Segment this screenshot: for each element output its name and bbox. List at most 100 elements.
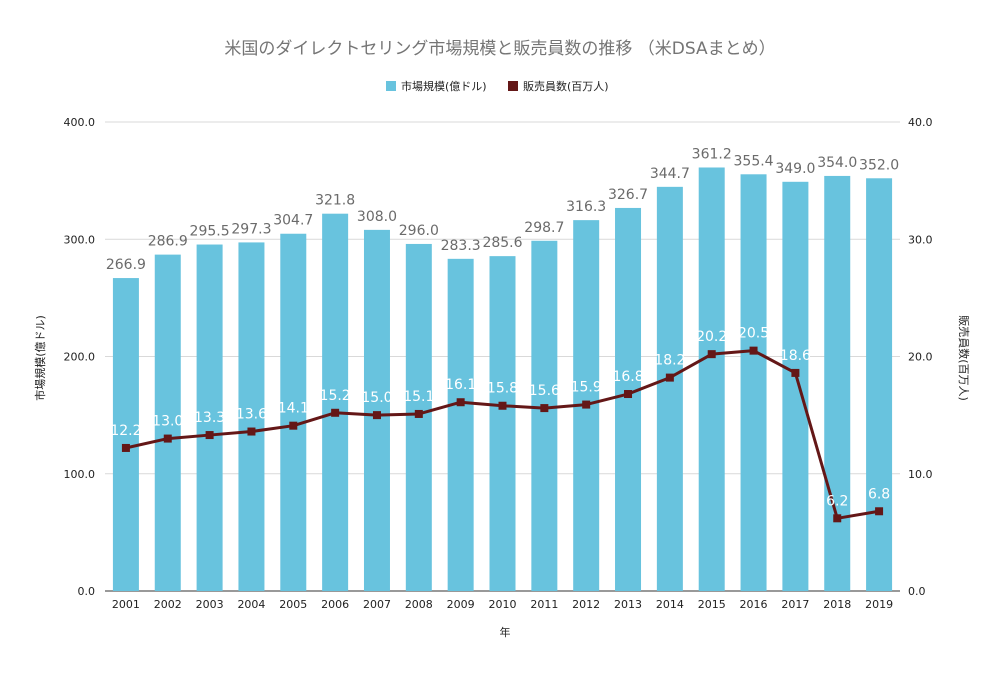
right-axis-title: 販売員数(百万人) [957, 315, 970, 401]
x-tick-label: 2014 [656, 598, 684, 611]
x-tick-label: 2005 [279, 598, 307, 611]
bar [866, 178, 893, 591]
bars [112, 167, 893, 592]
bar [489, 256, 516, 591]
x-tick-label: 2018 [823, 598, 851, 611]
line-data-label: 15.9 [571, 380, 602, 396]
line-data-label: 18.2 [654, 353, 685, 369]
line-data-label: 16.1 [445, 377, 476, 393]
legend-label-salesforce: 販売員数(百万人) [523, 80, 609, 93]
bar-data-label: 296.0 [399, 223, 439, 239]
line-data-label: 14.1 [278, 401, 309, 417]
left-tick-label: 400.0 [64, 116, 96, 129]
left-axis-ticks: 0.0 100.0 200.0 300.0 400.0 [64, 116, 96, 598]
line-data-label: 15.6 [529, 383, 560, 399]
x-tick-label: 2006 [321, 598, 349, 611]
bar-data-label: 266.9 [106, 257, 146, 273]
bar [531, 240, 558, 592]
bar [447, 258, 474, 591]
left-tick-label: 200.0 [64, 351, 96, 364]
line-point [749, 346, 758, 355]
bar-data-label: 286.9 [148, 234, 188, 250]
legend-label-market: 市場規模(億ドル) [401, 79, 487, 93]
line-data-label: 15.1 [403, 389, 434, 405]
line-point [624, 390, 633, 399]
legend-swatch-market [386, 81, 396, 91]
line-data-label: 18.6 [780, 348, 811, 364]
bar [363, 229, 390, 591]
bar-data-label: 361.2 [692, 146, 732, 162]
right-tick-label: 10.0 [908, 468, 933, 481]
x-tick-label: 2017 [781, 598, 809, 611]
right-tick-label: 40.0 [908, 116, 933, 129]
bar [238, 242, 265, 591]
x-axis-title: 年 [500, 625, 511, 639]
line-data-label: 6.8 [868, 486, 890, 502]
x-tick-label: 2008 [405, 598, 433, 611]
left-axis-title: 市場規模(億ドル) [33, 315, 47, 401]
line-point [331, 408, 340, 417]
x-tick-label: 2011 [530, 598, 558, 611]
bar [656, 186, 683, 592]
x-tick-label: 2009 [447, 598, 475, 611]
x-tick-label: 2003 [196, 598, 224, 611]
bar [698, 167, 725, 592]
bar-data-label: 352.0 [859, 157, 899, 173]
line-data-label: 12.2 [110, 423, 141, 439]
left-tick-label: 100.0 [64, 468, 96, 481]
x-tick-label: 2013 [614, 598, 642, 611]
line-point [540, 404, 549, 413]
bar-data-label: 326.7 [608, 187, 648, 203]
bar [615, 207, 642, 591]
line-point [247, 427, 256, 436]
line-point [498, 401, 507, 410]
bar-data-label: 355.4 [734, 153, 774, 169]
x-tick-label: 2019 [865, 598, 893, 611]
legend-swatch-salesforce [508, 81, 518, 91]
bar [196, 244, 223, 591]
bar-data-label: 321.8 [315, 193, 355, 209]
chart-title: 米国のダイレクトセリング市場規模と販売員数の推移 （米DSAまとめ） [224, 39, 775, 59]
bar-data-label: 298.7 [524, 220, 564, 236]
x-tick-label: 2015 [698, 598, 726, 611]
x-tick-label: 2016 [740, 598, 768, 611]
bar [824, 175, 851, 591]
x-tick-label: 2007 [363, 598, 391, 611]
bar-data-label: 316.3 [566, 199, 606, 215]
line-data-label: 20.2 [696, 329, 727, 345]
line-point [456, 398, 465, 407]
right-axis-ticks: 0.0 10.0 20.0 30.0 40.0 [908, 116, 933, 598]
left-tick-label: 0.0 [78, 585, 96, 598]
bar-data-label: 285.6 [482, 235, 522, 251]
line-data-label: 6.2 [826, 493, 848, 509]
x-tick-label: 2004 [237, 598, 265, 611]
right-tick-label: 20.0 [908, 351, 933, 364]
bar [322, 213, 349, 591]
line-point [707, 350, 716, 359]
bar-data-label: 354.0 [817, 155, 857, 171]
left-tick-label: 300.0 [64, 233, 96, 246]
line-data-label: 13.3 [194, 410, 225, 426]
line-point [665, 373, 674, 382]
x-tick-label: 2010 [489, 598, 517, 611]
line-series [121, 346, 884, 523]
bar [280, 233, 307, 591]
line-data-label: 20.5 [738, 326, 769, 342]
line-point [205, 431, 214, 440]
bar-data-label: 308.0 [357, 209, 397, 225]
line-point [582, 400, 591, 409]
line-point [875, 507, 884, 516]
line-point [121, 443, 130, 452]
bar-data-label: 344.7 [650, 166, 690, 182]
line-data-label: 13.6 [236, 407, 267, 423]
line-data-label: 15.0 [361, 390, 392, 406]
line-point [791, 368, 800, 377]
right-tick-label: 0.0 [908, 585, 926, 598]
line-point [163, 434, 172, 443]
line-data-label: 16.8 [612, 369, 643, 385]
bar-data-label: 283.3 [441, 238, 481, 254]
line-point [289, 421, 298, 430]
bar-data-label: 297.3 [231, 221, 271, 237]
line-point [833, 514, 842, 523]
